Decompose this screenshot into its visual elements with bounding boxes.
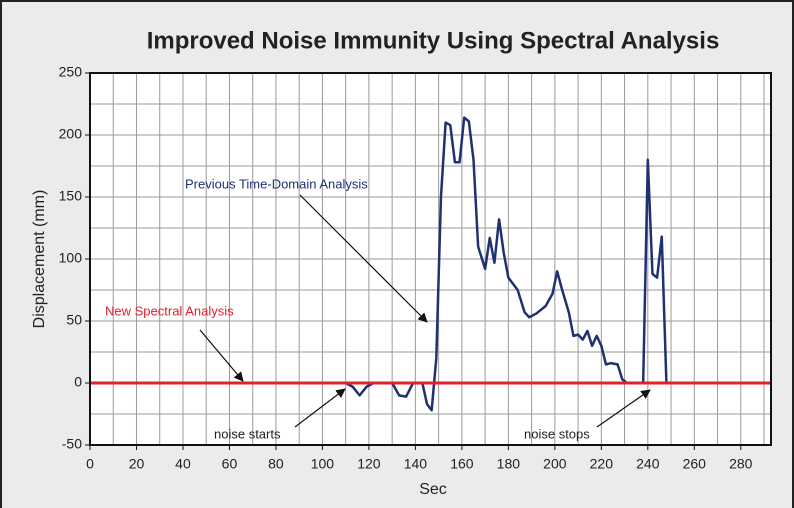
y-tick-label: 150	[59, 188, 83, 204]
x-tick-label: 280	[729, 456, 753, 472]
x-tick-label: 260	[683, 456, 707, 472]
chart: Improved Noise Immunity Using Spectral A…	[0, 0, 794, 508]
x-tick-label: 20	[129, 456, 145, 472]
x-tick-label: 200	[543, 456, 567, 472]
annotation: noise starts	[214, 426, 281, 441]
x-tick-label: 40	[175, 456, 191, 472]
series-annotation: Previous Time-Domain Analysis	[185, 176, 368, 191]
x-tick-label: 180	[497, 456, 521, 472]
y-tick-label: 50	[66, 312, 82, 328]
x-tick-label: 140	[404, 456, 428, 472]
x-tick-label: 0	[86, 456, 94, 472]
x-tick-label: 220	[590, 456, 614, 472]
x-tick-label: 100	[311, 456, 335, 472]
x-tick-label: 80	[268, 456, 284, 472]
y-tick-label: 100	[59, 250, 83, 266]
x-tick-label: 120	[357, 456, 381, 472]
x-axis-label: Sec	[419, 481, 447, 498]
annotation: noise stops	[524, 426, 590, 441]
x-tick-label: 160	[450, 456, 474, 472]
chart-title: Improved Noise Immunity Using Spectral A…	[147, 27, 720, 54]
x-tick-label: 60	[222, 456, 238, 472]
series-annotation: New Spectral Analysis	[105, 303, 234, 318]
x-tick-label: 240	[636, 456, 660, 472]
y-tick-label: -50	[62, 436, 82, 452]
page: Improved Noise Immunity Using Spectral A…	[0, 0, 794, 508]
y-tick-label: 250	[59, 64, 83, 80]
y-tick-label: 200	[59, 126, 83, 142]
y-tick-label: 0	[74, 374, 82, 390]
y-axis-label: Displacement (mm)	[31, 190, 48, 329]
